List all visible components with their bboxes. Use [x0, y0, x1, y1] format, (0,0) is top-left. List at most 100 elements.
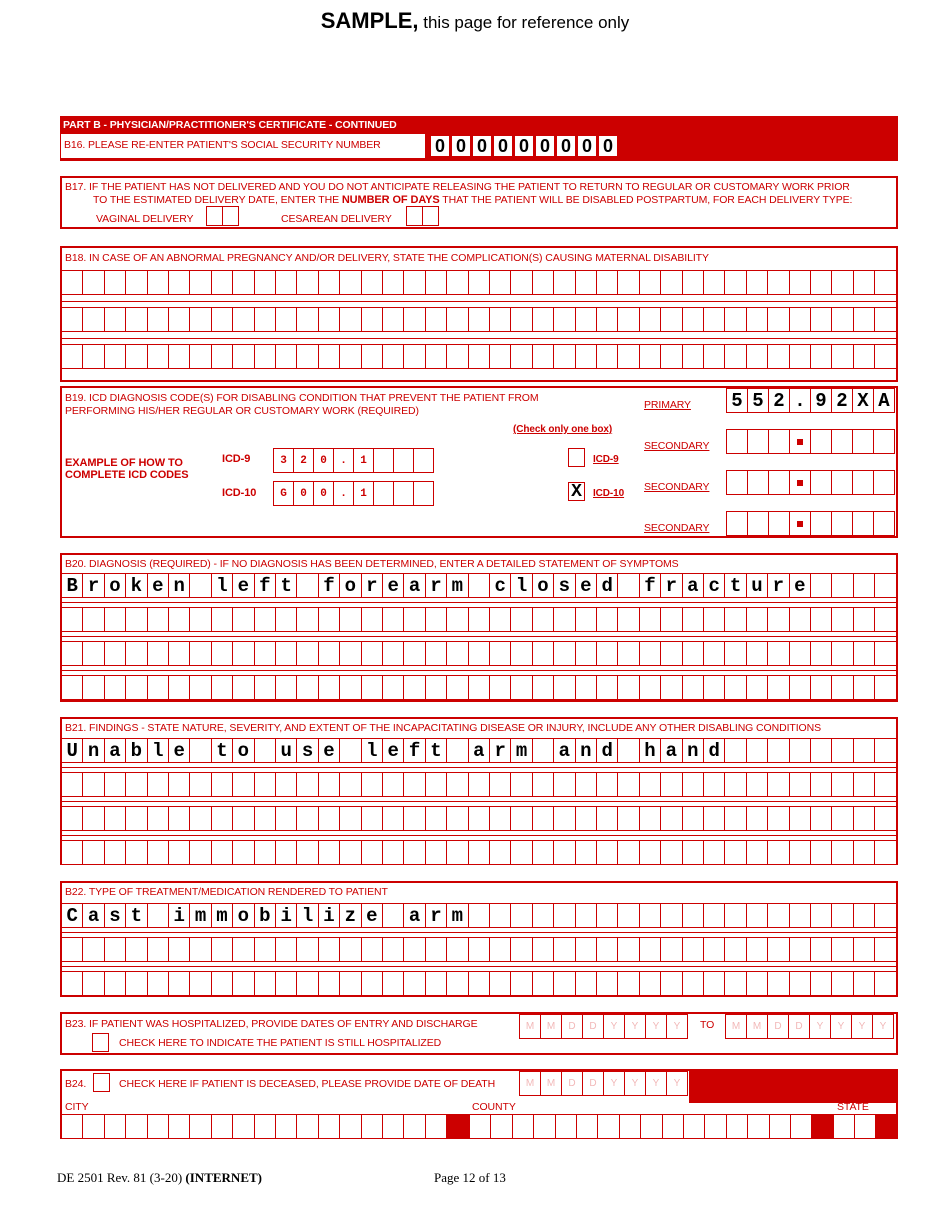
- text-cell[interactable]: c: [703, 573, 726, 598]
- text-cell[interactable]: [253, 307, 276, 332]
- county-cell[interactable]: [640, 1114, 663, 1139]
- text-cell[interactable]: [168, 307, 191, 332]
- text-cell[interactable]: [510, 641, 533, 666]
- text-cell[interactable]: [232, 937, 255, 962]
- text-cell[interactable]: [446, 840, 469, 865]
- icd-secondary-cell[interactable]: [810, 511, 832, 536]
- text-cell[interactable]: [574, 307, 597, 332]
- text-cell[interactable]: [874, 641, 897, 666]
- county-cell[interactable]: [661, 1114, 684, 1139]
- text-cell[interactable]: [467, 806, 490, 831]
- text-cell[interactable]: [189, 971, 212, 996]
- text-cell[interactable]: [724, 270, 747, 295]
- text-cell[interactable]: [617, 840, 640, 865]
- text-cell[interactable]: [403, 772, 426, 797]
- date-cell[interactable]: Y: [666, 1014, 688, 1039]
- text-cell[interactable]: [253, 937, 276, 962]
- text-cell[interactable]: t: [424, 738, 448, 763]
- city-cell[interactable]: [424, 1114, 448, 1139]
- text-cell[interactable]: [638, 675, 662, 700]
- text-cell[interactable]: [788, 607, 811, 632]
- text-cell[interactable]: [531, 840, 555, 865]
- text-cell[interactable]: [788, 840, 811, 865]
- text-cell[interactable]: [574, 641, 597, 666]
- text-cell[interactable]: [788, 270, 811, 295]
- text-cell[interactable]: [852, 607, 876, 632]
- text-cell[interactable]: [382, 772, 405, 797]
- text-cell[interactable]: [275, 937, 298, 962]
- text-cell[interactable]: [831, 573, 854, 598]
- text-cell[interactable]: [638, 806, 662, 831]
- text-cell[interactable]: [574, 903, 597, 928]
- text-cell[interactable]: [638, 937, 662, 962]
- state-cell[interactable]: [833, 1114, 856, 1139]
- text-cell[interactable]: [810, 675, 833, 700]
- text-cell[interactable]: [103, 840, 127, 865]
- text-cell[interactable]: [317, 840, 341, 865]
- text-cell[interactable]: [339, 270, 362, 295]
- text-cell[interactable]: [596, 971, 619, 996]
- text-cell[interactable]: [810, 270, 833, 295]
- text-cell[interactable]: [703, 772, 726, 797]
- text-cell[interactable]: [767, 738, 790, 763]
- text-cell[interactable]: [382, 641, 405, 666]
- text-cell[interactable]: [489, 772, 512, 797]
- text-cell[interactable]: [61, 607, 84, 632]
- city-cell[interactable]: [125, 1114, 148, 1139]
- icd-secondary-cell[interactable]: [831, 429, 853, 454]
- text-cell[interactable]: [253, 806, 276, 831]
- day-cell[interactable]: [206, 206, 223, 226]
- date-cell[interactable]: D: [582, 1014, 604, 1039]
- text-cell[interactable]: [232, 971, 255, 996]
- text-cell[interactable]: [253, 971, 276, 996]
- text-cell[interactable]: [168, 344, 191, 369]
- ssn-digit[interactable]: 0: [597, 134, 619, 158]
- text-cell[interactable]: [125, 270, 148, 295]
- text-cell[interactable]: [339, 641, 362, 666]
- text-cell[interactable]: e: [317, 738, 341, 763]
- text-cell[interactable]: [852, 270, 876, 295]
- text-cell[interactable]: o: [339, 573, 362, 598]
- text-cell[interactable]: [852, 738, 876, 763]
- text-cell[interactable]: [767, 307, 790, 332]
- text-cell[interactable]: [681, 772, 704, 797]
- text-cell[interactable]: [253, 738, 276, 763]
- text-cell[interactable]: [275, 971, 298, 996]
- text-cell[interactable]: [660, 806, 683, 831]
- city-cell[interactable]: [61, 1114, 84, 1139]
- text-cell[interactable]: [831, 607, 854, 632]
- text-cell[interactable]: [660, 307, 683, 332]
- text-cell[interactable]: r: [489, 738, 512, 763]
- text-cell[interactable]: [810, 840, 833, 865]
- text-cell[interactable]: [61, 806, 84, 831]
- text-cell[interactable]: [638, 772, 662, 797]
- text-cell[interactable]: [146, 971, 169, 996]
- text-cell[interactable]: [767, 607, 790, 632]
- text-cell[interactable]: [424, 307, 448, 332]
- text-cell[interactable]: [531, 806, 555, 831]
- text-cell[interactable]: [275, 641, 298, 666]
- text-cell[interactable]: [531, 903, 555, 928]
- text-cell[interactable]: [852, 307, 876, 332]
- text-cell[interactable]: [660, 344, 683, 369]
- text-cell[interactable]: [810, 806, 833, 831]
- text-cell[interactable]: [788, 675, 811, 700]
- text-cell[interactable]: [810, 344, 833, 369]
- text-cell[interactable]: [232, 772, 255, 797]
- text-cell[interactable]: [574, 607, 597, 632]
- date-cell[interactable]: Y: [624, 1071, 646, 1096]
- text-cell[interactable]: [767, 772, 790, 797]
- text-cell[interactable]: [317, 344, 341, 369]
- text-cell[interactable]: [874, 937, 897, 962]
- text-cell[interactable]: [189, 307, 212, 332]
- text-cell[interactable]: [339, 971, 362, 996]
- text-cell[interactable]: [852, 937, 876, 962]
- county-cell[interactable]: [747, 1114, 770, 1139]
- text-cell[interactable]: [831, 971, 854, 996]
- text-cell[interactable]: [189, 270, 212, 295]
- text-cell[interactable]: d: [596, 573, 619, 598]
- text-cell[interactable]: l: [510, 573, 533, 598]
- text-cell[interactable]: [874, 573, 897, 598]
- text-cell[interactable]: [232, 344, 255, 369]
- text-cell[interactable]: [210, 971, 234, 996]
